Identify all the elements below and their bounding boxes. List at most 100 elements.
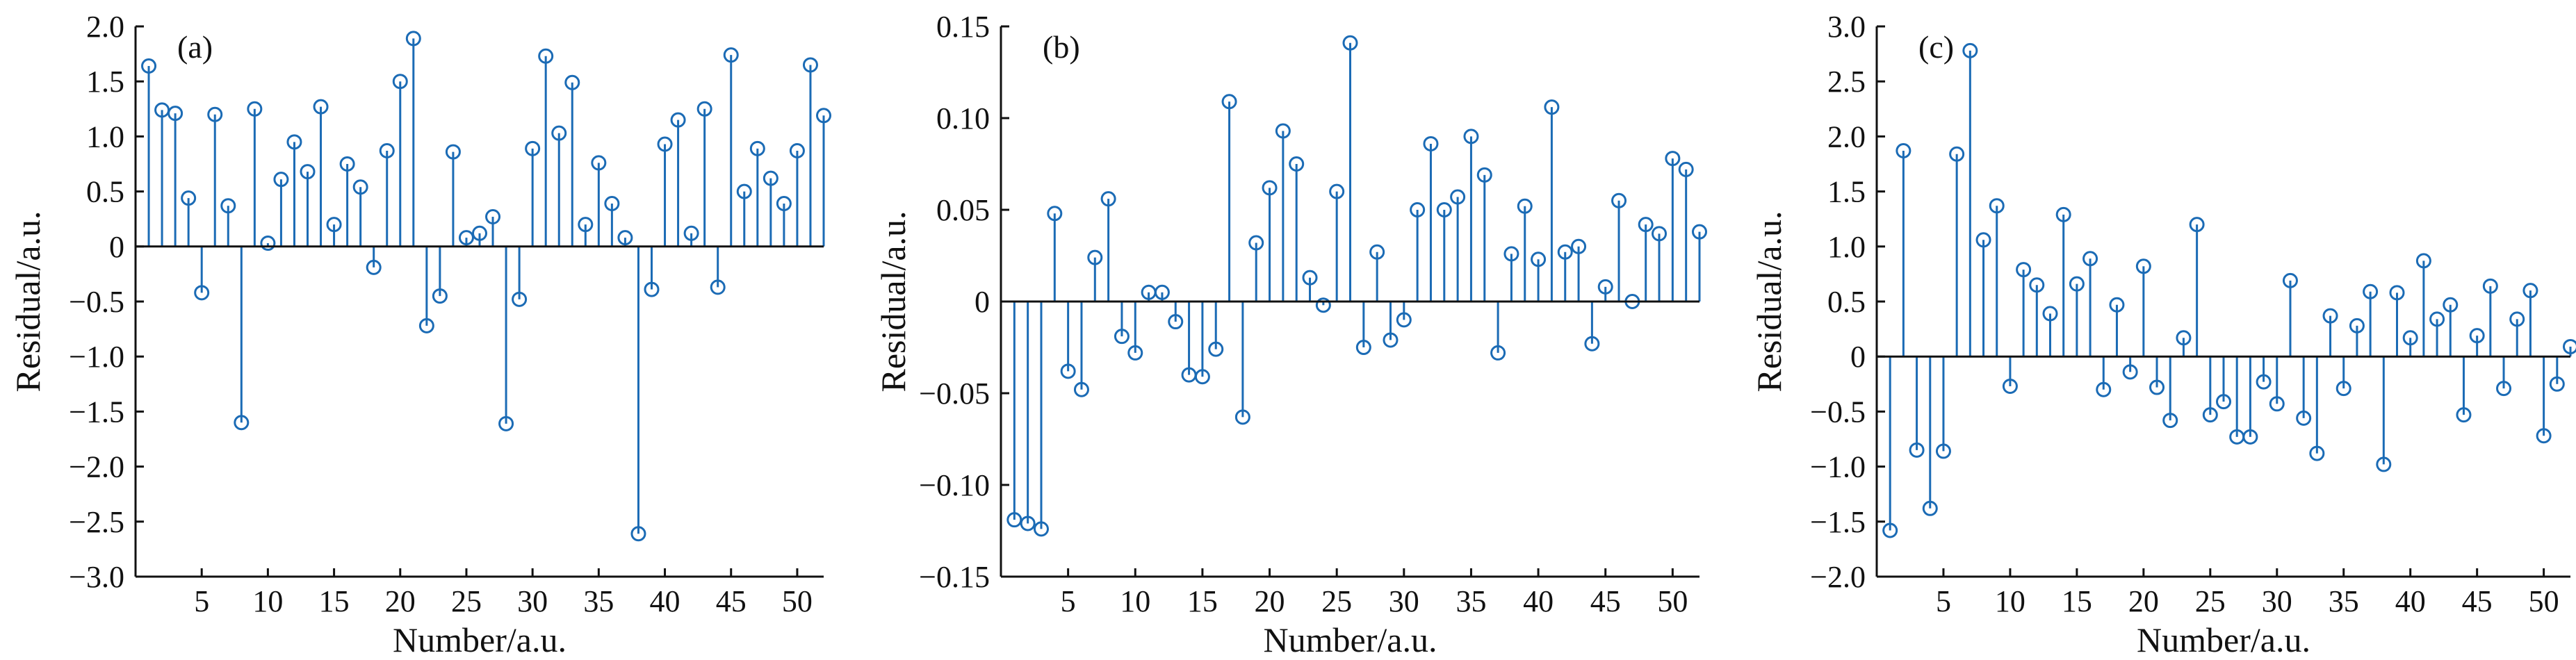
stem-marker [564,74,580,90]
stem-marker [1355,340,1371,355]
stem-marker [1571,238,1587,254]
stem-marker [181,190,197,206]
stem-marker [538,48,554,64]
stem-marker [1410,202,1426,217]
stem-marker [1882,522,1898,538]
stem-marker [1396,312,1412,328]
y-tick-label: 1.5 [1827,175,1866,209]
stem-marker [1073,381,1089,397]
x-axis-title: Number/a.u. [393,620,566,659]
x-tick-label: 25 [1321,584,1352,618]
stem-marker [1584,336,1600,352]
x-tick-label: 30 [517,584,548,618]
stem-marker [2216,394,2231,410]
stem-marker [617,230,633,246]
x-axis-title: Number/a.u. [2137,620,2310,659]
x-tick-label: 25 [451,584,482,618]
y-tick-label: −2.0 [69,450,124,484]
chart-panel-2: −0.15 −0.10 −0.05 0 0.05 0.10 0.15 5 10 15 20 25 30 3… [874,10,1707,659]
x-tick-label: 25 [2195,584,2226,618]
stem-marker [1678,161,1694,177]
x-tick-label: 45 [716,584,747,618]
x-tick-label: 20 [385,584,416,618]
stem-marker [2376,456,2392,472]
stem-marker [1909,442,1925,458]
x-tick-label: 50 [2529,584,2559,618]
stem-marker [1517,198,1533,214]
stem-marker [1168,314,1184,330]
y-tick-label: 2.0 [86,10,124,44]
stem-marker [776,196,792,212]
stem-marker [1383,332,1399,348]
stem-marker [1100,191,1116,207]
stem-marker [1949,146,1965,162]
stem-marker [683,225,699,241]
y-tick-label: 0.5 [86,175,124,209]
stem-marker [2135,258,2151,274]
stem-marker [802,57,818,73]
stem-marker [1665,151,1681,167]
stem-marker [418,317,434,333]
x-tick-label: 50 [1657,584,1688,618]
stem-marker [696,101,712,117]
stem-marker [1342,35,1358,51]
x-tick-label: 40 [1523,584,1554,618]
stem-marker [2389,285,2405,301]
stem-marker [1208,341,1224,357]
y-tick-label: −2.5 [69,505,124,539]
y-tick-label: 1.5 [86,65,124,99]
stem-marker [551,125,567,141]
x-tick-label: 30 [2262,584,2292,618]
stem-marker [1369,244,1385,260]
x-tick-label: 35 [2329,584,2359,618]
stem-marker [1020,515,1036,531]
stem-marker [2443,297,2459,313]
stem-marker [352,179,368,195]
stem-marker [2202,407,2218,423]
stem-marker [578,217,594,233]
stem-marker [1611,192,1627,208]
stem-marker [816,108,831,124]
stem-marker [2536,428,2552,444]
stem-marker [1490,345,1506,361]
y-tick-label: −0.15 [919,560,990,594]
x-tick-label: 40 [650,584,680,618]
stem-marker [2296,410,2312,426]
y-tick-label: 0.5 [1827,285,1866,319]
x-tick-label: 20 [2128,584,2159,618]
y-tick-label: −1.0 [69,340,124,374]
stem-marker [512,291,528,307]
stem-marker [1047,206,1063,222]
stem-marker [498,415,514,431]
stem-marker [1692,224,1707,240]
y-tick-label: 0.15 [936,10,990,44]
stem-marker [1329,183,1345,199]
stem-marker [168,106,184,122]
stem-marker [1060,363,1076,379]
stem-marker [1531,251,1547,267]
stem-marker [1087,249,1103,265]
stem-marker [273,172,289,188]
y-tick-label: 0 [975,285,990,319]
stem-marker [2482,278,2498,294]
y-tick-label: −0.10 [919,468,990,502]
y-tick-label: −1.5 [1810,505,1866,539]
stem-marker [2309,445,2325,461]
stem-marker [2096,381,2112,397]
stem-marker [2496,381,2512,397]
stem-marker [1975,232,1991,248]
stem-marker [1289,156,1305,172]
stem-marker [710,279,726,295]
stem-marker [630,526,646,542]
chart-panel-1: −3.0 −2.5 −2.0 −1.5 −1.0 −0.5 0 0.5 1.0 1.5 2.0 5 10… [8,10,831,659]
stem-marker [1597,279,1613,295]
stem-marker [2563,338,2576,354]
stem-marker [1423,135,1439,151]
y-tick-label: −3.0 [69,560,124,594]
y-axis-title: Residual/a.u. [1750,211,1788,392]
x-tick-label: 15 [319,584,350,618]
stem-marker [2109,297,2125,313]
stem-marker [445,144,461,160]
stem-marker [1194,369,1210,385]
stem-marker [1896,142,1911,158]
